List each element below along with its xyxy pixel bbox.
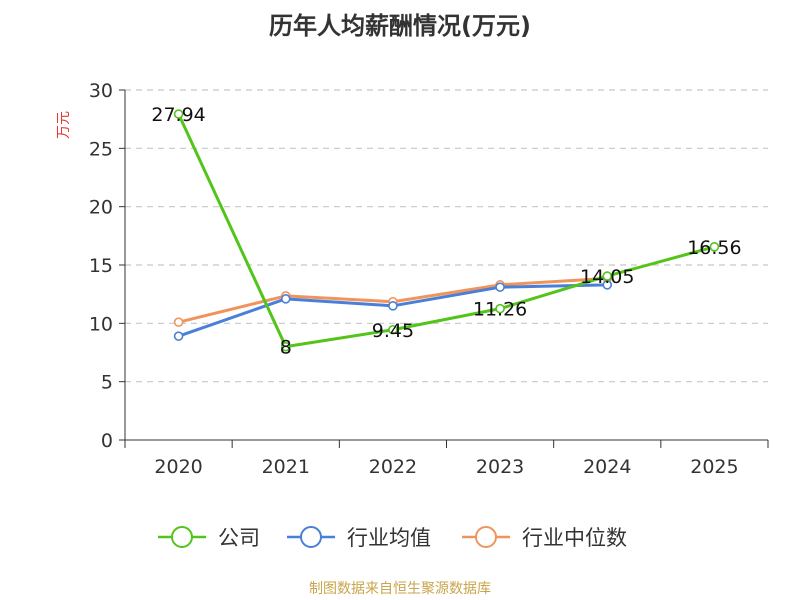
x-axis: 2020 2021 2022 2023 2024 2025: [124, 439, 769, 478]
data-point[interactable]: [280, 294, 291, 304]
chart-title: 历年人均薪酬情况(万元): [269, 12, 531, 40]
data-point[interactable]: [495, 303, 505, 314]
data-label: 27.94: [151, 104, 205, 126]
legend-item-2[interactable]: 行业中位数: [462, 526, 627, 550]
data-point[interactable]: [388, 301, 398, 311]
y-tick-label: 15: [89, 255, 113, 277]
data-label: 14.05: [580, 266, 634, 288]
legend: 公司 行业均值 行业中位数: [158, 526, 627, 550]
series-line-0: [177, 113, 715, 349]
y-tick-label: 30: [89, 80, 113, 102]
y-tick-label: 10: [89, 313, 113, 335]
legend-swatch-marker: [300, 526, 322, 548]
y-tick-label: 25: [89, 138, 113, 160]
data-label: 8: [280, 337, 292, 359]
y-axis-label: 万元: [56, 111, 72, 139]
grid-lines: [125, 89, 768, 383]
legend-item-0[interactable]: 公司: [158, 526, 260, 550]
data-point[interactable]: [280, 341, 291, 352]
data-label: 9.45: [372, 320, 414, 342]
legend-swatch-marker: [475, 526, 497, 548]
data-point[interactable]: [173, 331, 184, 341]
y-axis: 0 5 10 15 20 25 30: [89, 80, 126, 452]
data-label: 11.26: [473, 299, 527, 321]
data-point[interactable]: [173, 109, 184, 119]
x-tick-label: 2021: [262, 456, 310, 478]
data-labels: 27.94 8 9.45 11.26 14.05 16.56: [151, 104, 741, 359]
data-source: 制图数据来自恒生聚源数据库: [309, 581, 491, 597]
series-lines: [173, 109, 720, 352]
x-tick-label: 2020: [154, 456, 202, 478]
legend-label: 行业均值: [347, 526, 431, 550]
data-label: 16.56: [687, 237, 741, 259]
data-point[interactable]: [388, 324, 398, 335]
x-tick-label: 2025: [690, 456, 738, 478]
data-point[interactable]: [173, 317, 184, 327]
data-point[interactable]: [709, 242, 720, 252]
x-tick-label: 2023: [476, 456, 524, 478]
y-tick-label: 5: [101, 372, 113, 394]
x-tick-label: 2024: [583, 456, 631, 478]
y-tick-label: 0: [101, 430, 113, 452]
data-point[interactable]: [602, 271, 613, 281]
legend-swatch-marker: [171, 526, 193, 548]
data-point[interactable]: [495, 282, 505, 292]
y-tick-label: 20: [89, 197, 113, 219]
x-tick-label: 2022: [369, 456, 417, 478]
legend-item-1[interactable]: 行业均值: [287, 526, 431, 550]
legend-label: 行业中位数: [522, 526, 627, 550]
legend-label: 公司: [218, 526, 260, 550]
